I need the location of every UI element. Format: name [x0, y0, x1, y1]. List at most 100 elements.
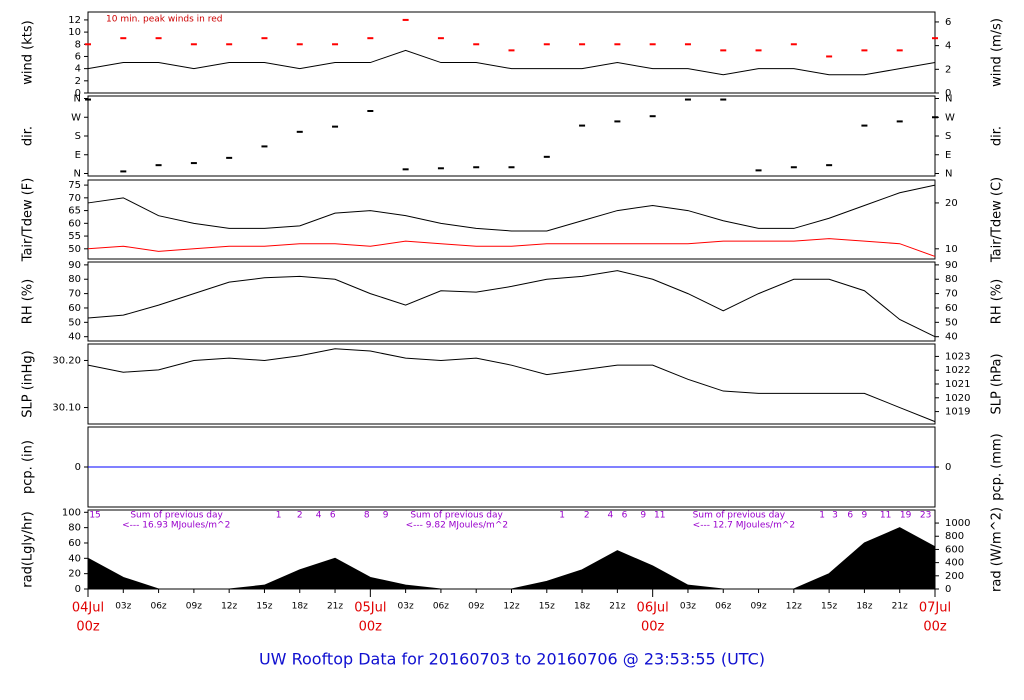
y-tick-label: E [75, 150, 81, 161]
day-label: 05Jul [354, 601, 386, 616]
x-tick-label: 15z [821, 602, 837, 612]
y-tick-label: S [75, 131, 81, 142]
rad-note: <--- 12.7 MJoules/m^2 [693, 521, 795, 531]
x-tick-label: 03z [398, 602, 414, 612]
y-tick-label: 70 [68, 193, 81, 204]
y2-tick-label: N [945, 169, 952, 180]
day-hour-label: 00z [923, 620, 947, 635]
y-tick-label: 40 [68, 332, 81, 343]
x-tick-label: 09z [468, 602, 484, 612]
data-point [508, 49, 515, 52]
y2-axis-label: rad (W/m^2) [990, 507, 1005, 592]
x-tick-label: 06z [150, 602, 166, 612]
y-axis-label: rad(Lgly/hr) [21, 511, 36, 587]
hour-mark: 2 [584, 511, 590, 521]
y2-tick-label: 60 [945, 303, 958, 314]
data-point [543, 155, 550, 158]
y2-axis-label: wind (m/s) [990, 18, 1005, 87]
y2-tick-label: 90 [945, 260, 958, 271]
x-tick-label: 03z [115, 602, 131, 612]
y2-tick-label: 1020 [945, 393, 970, 404]
data-point [367, 37, 374, 40]
data-point [120, 37, 127, 40]
x-tick-label: 21z [892, 602, 908, 612]
y2-tick-label: 6 [945, 17, 951, 28]
data-point [755, 169, 762, 172]
rad-note: Sum of previous day [410, 511, 503, 521]
y-tick-label: 55 [68, 231, 81, 242]
y-tick-label: 0 [75, 88, 81, 99]
x-tick-label: 18z [856, 602, 872, 612]
data-point [861, 124, 868, 127]
x-tick-label: 21z [327, 602, 343, 612]
hour-mark: 8 [364, 511, 370, 521]
day-hour-label: 00z [641, 620, 665, 635]
x-tick-label: 03z [680, 602, 696, 612]
y-tick-label: 6 [75, 51, 81, 62]
data-point [790, 43, 797, 46]
day-label: 04Jul [72, 601, 104, 616]
panel-frame [87, 179, 936, 260]
x-tick-label: 06z [433, 602, 449, 612]
hour-mark: 4 [316, 511, 322, 521]
data-point [896, 49, 903, 52]
x-tick-label: 09z [186, 602, 202, 612]
hour-mark: 11 [880, 511, 891, 521]
data-point [614, 43, 621, 46]
y-tick-label: 4 [75, 64, 81, 75]
data-point [755, 49, 762, 52]
y-tick-label: 20 [68, 569, 81, 580]
y-tick-label: 100 [62, 507, 81, 518]
y2-tick-label: 200 [945, 571, 964, 582]
panel-frame [87, 343, 936, 425]
hour-mark: 3 [832, 511, 838, 521]
panel-frame [87, 261, 936, 342]
y-axis-label: wind (kts) [21, 20, 36, 84]
y2-tick-label: 0 [945, 462, 951, 473]
data-point [261, 145, 268, 148]
line [87, 238, 936, 257]
hour-mark: 19 [900, 511, 912, 521]
x-tick-label: 06z [715, 602, 731, 612]
line [87, 270, 936, 338]
data-point [543, 43, 550, 46]
y-axis-label: Tair/Tdew (F) [21, 178, 36, 263]
y-tick-label: 30.10 [52, 403, 81, 414]
data-point [120, 170, 127, 173]
data-point [155, 164, 162, 167]
y2-tick-label: 1019 [945, 407, 970, 418]
data-point [684, 43, 691, 46]
y-tick-label: 75 [68, 180, 81, 191]
y-tick-label: 80 [68, 274, 81, 285]
panel-frame [87, 11, 936, 94]
y-tick-label: N [74, 169, 81, 180]
y-tick-label: 80 [68, 523, 81, 534]
data-point [720, 49, 727, 52]
data-point [261, 37, 268, 40]
day-label: 06Jul [637, 601, 669, 616]
x-tick-label: 15z [256, 602, 272, 612]
hour-mark: 1 [276, 511, 282, 521]
y-tick-label: 60 [68, 538, 81, 549]
y-tick-label: 0 [75, 462, 81, 473]
x-tick-label: 21z [609, 602, 625, 612]
y-tick-label: W [71, 112, 81, 123]
y2-tick-label: 1000 [945, 518, 970, 529]
data-point [437, 167, 444, 170]
rad-note: Sum of previous day [693, 511, 786, 521]
y-tick-label: 60 [68, 218, 81, 229]
y2-tick-label: 0 [945, 584, 951, 595]
y-axis-label: RH (%) [21, 279, 36, 324]
data-point [826, 164, 833, 167]
x-tick-label: 12z [503, 602, 519, 612]
x-tick-label: 15z [539, 602, 555, 612]
hour-mark: 6 [847, 511, 853, 521]
hour-mark: 9 [640, 511, 646, 521]
y-tick-label: 30.20 [52, 355, 81, 366]
area [87, 527, 936, 590]
data-point [579, 43, 586, 46]
hour-mark: 9 [383, 511, 389, 521]
hour-mark: 1 [559, 511, 565, 521]
data-point [720, 98, 727, 101]
